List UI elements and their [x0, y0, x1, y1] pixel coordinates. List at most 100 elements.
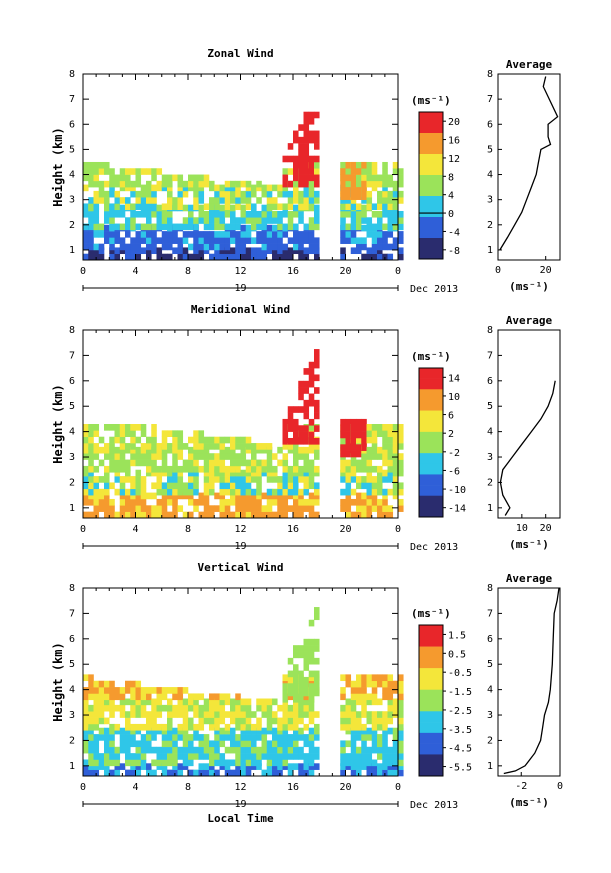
- heatmap-cell: [277, 184, 283, 192]
- heatmap-cell: [209, 769, 215, 777]
- heatmap-cell: [104, 210, 110, 218]
- heatmap-cell: [230, 443, 236, 450]
- heatmap-cell: [83, 734, 89, 741]
- heatmap-cell: [119, 243, 126, 251]
- heatmap-cell: [298, 753, 304, 760]
- heatmap-cell: [135, 223, 142, 231]
- heatmap-cell: [130, 223, 136, 231]
- heatmap-cell: [303, 431, 310, 439]
- heatmap-cell: [361, 224, 367, 232]
- profile-y-tick-label: 8: [487, 583, 493, 594]
- heatmap-cell: [93, 740, 100, 748]
- heatmap-cell: [182, 740, 189, 748]
- heatmap-cell: [392, 769, 399, 777]
- heatmap-cell: [140, 430, 147, 438]
- heatmap-cell: [350, 711, 357, 718]
- heatmap-cell: [125, 174, 131, 182]
- heatmap-cell: [387, 424, 394, 431]
- heatmap-cell: [282, 683, 289, 690]
- heatmap-cell: [256, 184, 262, 192]
- heatmap-cell: [256, 759, 262, 767]
- heatmap-cell: [93, 168, 100, 175]
- heatmap-cell: [282, 746, 289, 754]
- heatmap-cell: [193, 498, 199, 506]
- heatmap-cell: [224, 210, 231, 218]
- heatmap-cell: [104, 446, 110, 454]
- heatmap-cell: [345, 740, 352, 748]
- heatmap-cell: [266, 711, 273, 718]
- heatmap-cell: [350, 698, 357, 706]
- heatmap-cell: [256, 210, 262, 218]
- heatmap-cell: [224, 476, 231, 483]
- heatmap-cell: [125, 492, 131, 500]
- heatmap-cell: [361, 763, 367, 770]
- heatmap-cell: [266, 243, 273, 251]
- heatmap-cell: [230, 469, 236, 477]
- heatmap-cell: [371, 693, 378, 701]
- heatmap-cell: [361, 704, 367, 712]
- heatmap-cell: [371, 184, 378, 192]
- heatmap-cell: [266, 763, 273, 770]
- heatmap-cell: [398, 443, 404, 450]
- heatmap-cell: [104, 443, 110, 450]
- heatmap-cell: [219, 197, 226, 204]
- heatmap-cell: [356, 237, 362, 244]
- heatmap-cell: [219, 247, 226, 255]
- heatmap-cell: [93, 698, 100, 706]
- heatmap-cell: [361, 734, 367, 741]
- heatmap-cell: [345, 492, 352, 500]
- heatmap-cell: [256, 443, 262, 450]
- heatmap-cell: [114, 459, 121, 467]
- heatmap-cell: [361, 453, 367, 460]
- heatmap-cell: [240, 243, 247, 251]
- heatmap-cell: [214, 746, 220, 754]
- heatmap-cell: [308, 247, 315, 255]
- heatmap-cell: [156, 469, 163, 477]
- heatmap-cell: [298, 190, 304, 198]
- heatmap-cell: [277, 446, 283, 454]
- heatmap-cell: [282, 184, 289, 192]
- heatmap-cell: [398, 453, 404, 460]
- heatmap-cell: [172, 223, 178, 231]
- heatmap-cell: [382, 424, 388, 431]
- heatmap-cell: [240, 224, 247, 232]
- heatmap-cell: [392, 469, 399, 477]
- heatmap-cell: [356, 698, 362, 706]
- heatmap-cell: [146, 217, 152, 224]
- heatmap-cell: [251, 223, 257, 231]
- heatmap-cell: [219, 488, 226, 496]
- heatmap-cell: [266, 210, 273, 218]
- heatmap-cell: [125, 759, 131, 767]
- heatmap-cell: [272, 197, 278, 204]
- heatmap-cell: [98, 436, 105, 444]
- heatmap-cell: [88, 436, 94, 444]
- heatmap-cell: [350, 187, 357, 194]
- heatmap-cell: [387, 505, 394, 512]
- heatmap-cell: [214, 237, 220, 244]
- heatmap-cell: [98, 184, 105, 192]
- heatmap-cell: [371, 161, 378, 169]
- heatmap-cell: [314, 387, 320, 394]
- heatmap-cell: [172, 476, 178, 483]
- heatmap-cell: [88, 446, 94, 454]
- heatmap-cell: [104, 237, 110, 244]
- heatmap-cell: [161, 511, 168, 519]
- heatmap-cell: [140, 443, 147, 450]
- heatmap-cell: [167, 698, 173, 706]
- heatmap-cell: [371, 680, 378, 688]
- heatmap-cell: [109, 693, 115, 701]
- heatmap-cell: [135, 180, 142, 188]
- heatmap-cell: [350, 759, 357, 767]
- heatmap-cell: [345, 237, 352, 244]
- profile-x-tick-label: -2: [515, 781, 527, 792]
- heatmap-cell: [172, 498, 178, 506]
- heatmap-cell: [119, 446, 126, 454]
- heatmap-cell: [219, 253, 226, 261]
- heatmap-cell: [109, 190, 115, 198]
- heatmap-cell: [83, 693, 89, 701]
- heatmap-cell: [277, 734, 283, 741]
- heatmap-cell: [382, 740, 388, 748]
- heatmap-cell: [240, 498, 247, 506]
- heatmap-cell: [350, 197, 357, 204]
- heatmap-cell: [146, 203, 152, 211]
